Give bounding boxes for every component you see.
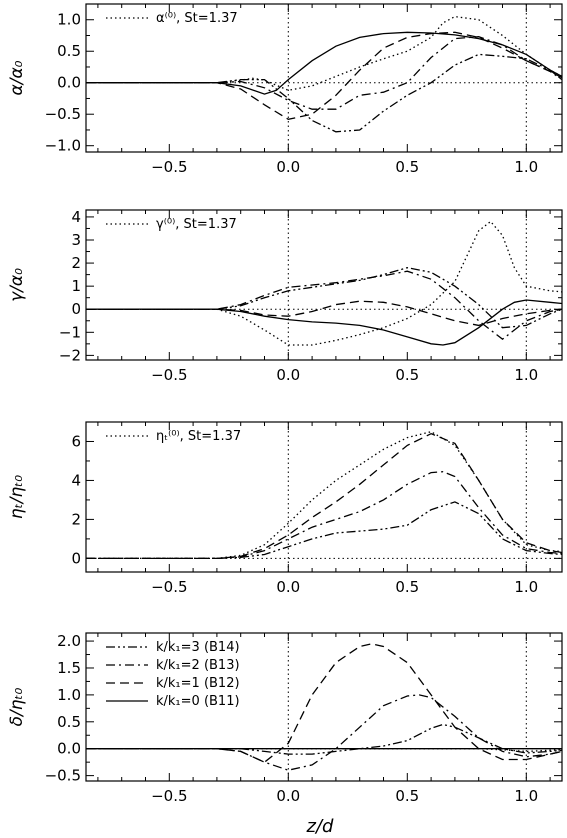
- legend-label: ηₜ⁽⁰⁾, St=1.37: [156, 429, 241, 444]
- x-tick-label: 0.0: [276, 787, 300, 805]
- series-dash-dot-dot-line: [86, 267, 563, 329]
- x-tick-label: 0.5: [395, 158, 419, 176]
- series-dash-dot-dot-line: [86, 501, 563, 560]
- series-dash-dot-dot-line: [86, 723, 563, 755]
- y-tick-label: 4: [71, 208, 81, 226]
- series-dash-dot-line: [86, 694, 563, 771]
- y-tick-label: −1: [59, 323, 81, 341]
- series-dotted-line: [86, 431, 563, 560]
- series-dotted-line: [86, 748, 563, 753]
- y-tick-label: 3: [71, 231, 81, 249]
- x-tick-label: 0.5: [395, 366, 419, 384]
- legend-label: k/k₁=1 (B12): [156, 676, 240, 691]
- y-tick-label: 0.5: [57, 713, 81, 731]
- y-tick-label: 0.5: [57, 42, 81, 60]
- y-tick-label: 1: [71, 277, 81, 295]
- x-tick-label: 0.5: [395, 787, 419, 805]
- legend-label: k/k₁=3 (B14): [156, 640, 240, 655]
- y-tick-label: −0.5: [45, 767, 81, 785]
- panel-eta: −0.5 0.0 0.5 1.0 0 2 4 6 ηₜ/ηₜ₀ ηₜ⁽⁰⁾, St=1.37: [7, 421, 563, 596]
- x-tick-label: −0.5: [151, 578, 187, 596]
- legend-label: γ⁽⁰⁾, St=1.37: [156, 217, 237, 232]
- y-tick-label: 6: [71, 432, 81, 450]
- series-dash-dot-dot-line: [86, 53, 563, 133]
- y-tick-label: 1.0: [57, 11, 81, 29]
- plot-frame: [85, 421, 563, 573]
- x-tick-label: 1.0: [514, 366, 538, 384]
- x-tick-label: 1.0: [514, 787, 538, 805]
- y-tick-label: 2: [71, 254, 81, 272]
- x-tick-label: 1.0: [514, 158, 538, 176]
- series-dotted-line: [86, 220, 563, 346]
- y-tick-label: 0: [71, 549, 81, 567]
- x-tick-label: −0.5: [151, 366, 187, 384]
- y-axis-label: ηₜ/ηₜ₀: [7, 475, 27, 519]
- y-tick-label: 0.0: [57, 74, 81, 92]
- x-tick-label: −0.5: [151, 787, 187, 805]
- panel-alpha: −0.5 0.0 0.5 1.0 −1.0 −0.5 0.0 0.5 1.0 α/α₀ α⁽⁰⁾, …: [7, 3, 563, 176]
- series-dashed-line: [86, 432, 563, 560]
- x-axis-label: z/d: [306, 816, 335, 837]
- x-tick-label: −0.5: [151, 158, 187, 176]
- legend-label: k/k₁=0 (B11): [156, 694, 240, 709]
- x-tick-label: 0.0: [276, 366, 300, 384]
- y-tick-label: 0.0: [57, 740, 81, 758]
- y-tick-label: 1.5: [57, 659, 81, 677]
- series-dash-dot-line: [86, 270, 563, 341]
- y-tick-label: −2: [59, 346, 81, 364]
- x-tick-label: 0.0: [276, 158, 300, 176]
- series-solid-line: [86, 299, 563, 346]
- y-tick-label: −0.5: [45, 105, 81, 123]
- x-tick-label: 0.5: [395, 578, 419, 596]
- y-tick-label: 1.0: [57, 686, 81, 704]
- y-axis-label: α/α₀: [7, 60, 27, 95]
- plot-frame: [85, 209, 563, 361]
- y-tick-label: 0: [71, 300, 81, 318]
- legend-label: α⁽⁰⁾, St=1.37: [156, 11, 238, 26]
- series-dotted-line: [86, 15, 563, 91]
- x-tick-label: 0.0: [276, 578, 300, 596]
- series-dashed-line: [86, 300, 563, 327]
- panel-gamma: −0.5 0.0 0.5 1.0 −2 −1 0 1 2 3 4 γ/α₀ γ⁽⁰⁾, St=1.37: [7, 208, 563, 384]
- y-axis-label: δ/ηₜ₀: [7, 687, 27, 726]
- x-tick-label: 1.0: [514, 578, 538, 596]
- series-dash-dot-line: [86, 36, 563, 110]
- y-tick-label: 2.0: [57, 632, 81, 650]
- y-tick-label: 4: [71, 471, 81, 489]
- series-solid-line: [86, 31, 563, 95]
- y-tick-label: −1.0: [45, 137, 81, 155]
- plot-frame: [85, 632, 563, 782]
- y-axis-label: γ/α₀: [7, 268, 27, 302]
- panel-delta: −0.5 0.0 0.5 1.0 −0.5 0.0 0.5 1.0 1.5 2.0 δ/ηₜ₀ k/k…: [7, 632, 563, 805]
- y-tick-label: 2: [71, 510, 81, 528]
- series-dashed-line: [86, 31, 563, 120]
- series-dash-dot-line: [86, 471, 563, 560]
- legend-label: k/k₁=2 (B13): [156, 658, 240, 673]
- plot-frame: [85, 3, 563, 153]
